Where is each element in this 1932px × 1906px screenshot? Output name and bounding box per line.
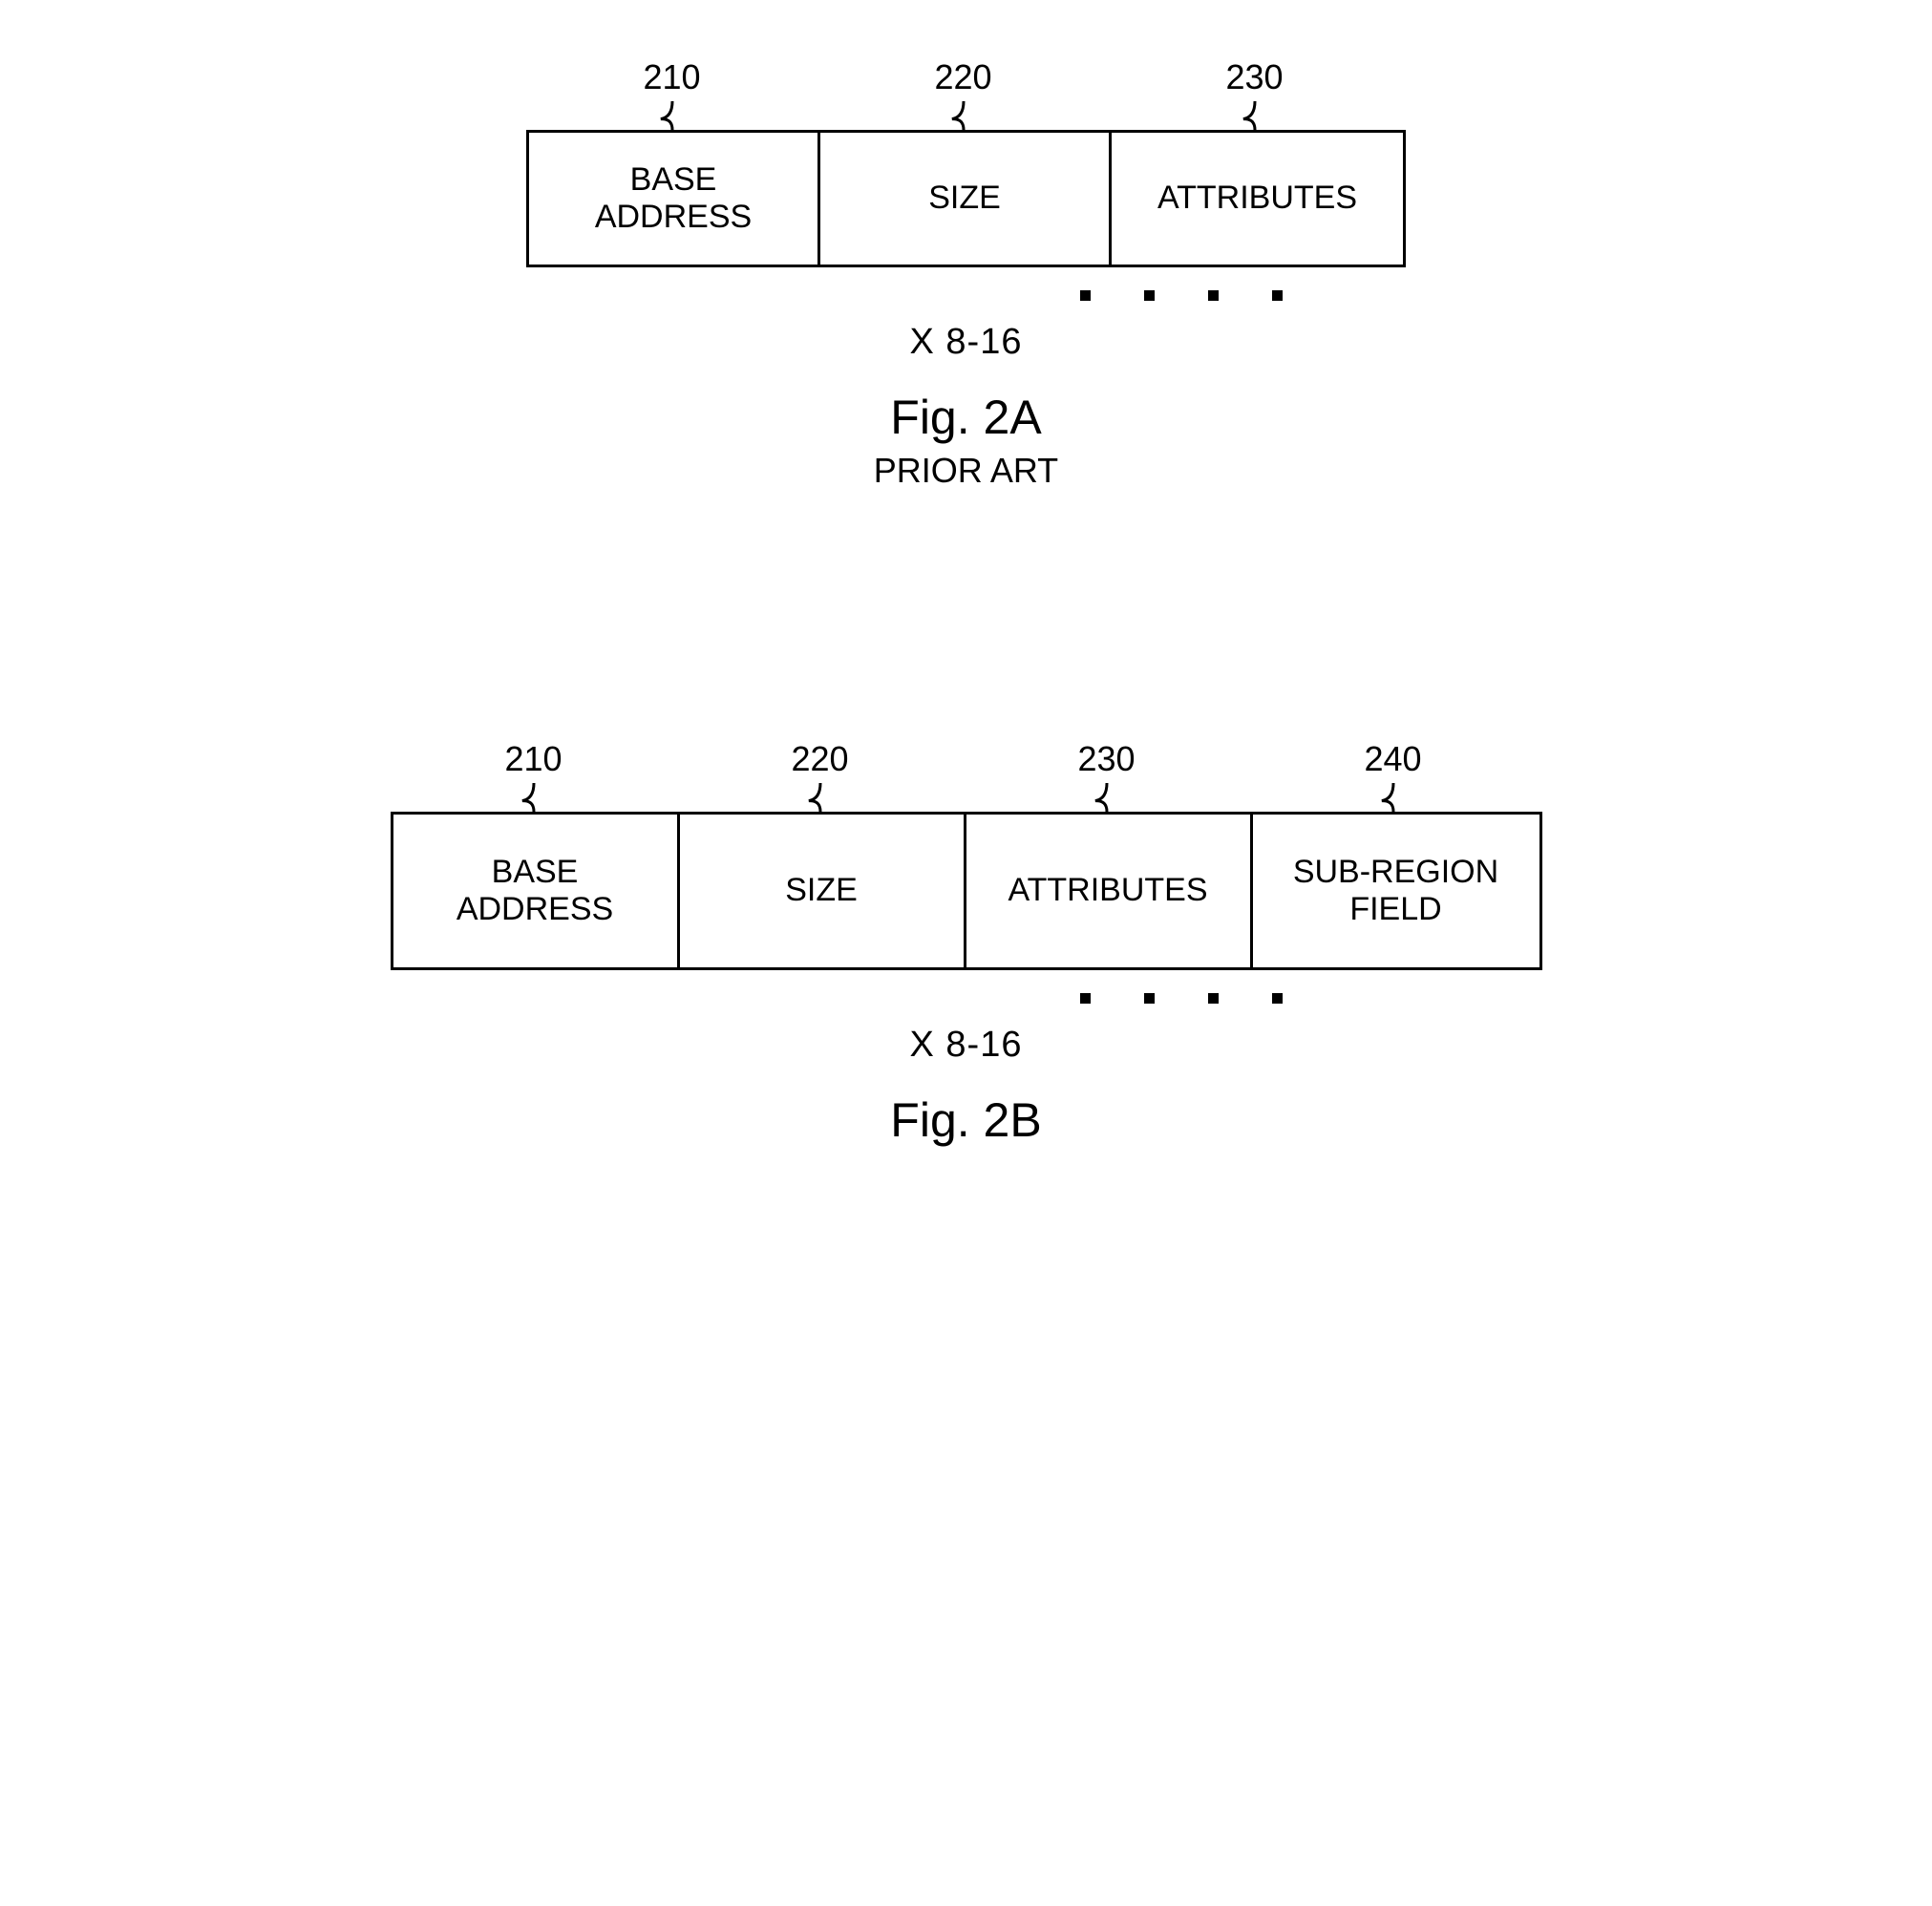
figure-b-refs: 210 220 230 240: [391, 739, 1542, 812]
ref-label: 230: [1109, 57, 1400, 130]
field-cell: SIZE: [820, 133, 1112, 265]
figure-a-subtitle: PRIOR ART: [874, 451, 1058, 491]
ref-number: 230: [1077, 739, 1135, 778]
ellipsis-dot: [1080, 993, 1091, 1004]
ref-label: 230: [964, 739, 1250, 812]
ref-number: 220: [934, 57, 991, 96]
figure-b-fields: BASE ADDRESSSIZEATTRIBUTESSUB-REGION FIE…: [391, 812, 1542, 970]
ellipsis-dot: [1272, 290, 1283, 301]
ellipsis-dot: [1080, 290, 1091, 301]
ref-number: 220: [791, 739, 848, 778]
field-cell: SUB-REGION FIELD: [1253, 815, 1539, 967]
figure-b-row: 210 220 230 240 BASE ADDRESSSIZEATTRIBUT…: [391, 739, 1542, 970]
ref-number: 210: [504, 739, 562, 778]
figure-b: 210 220 230 240 BASE ADDRESSSIZEATTRIBUT…: [391, 739, 1542, 1154]
figure-a-dots: [650, 290, 1283, 301]
figure-a-row: 210 220 230 BASE ADDRESSSIZEATTRIBUTES: [526, 57, 1406, 267]
ellipsis-dot: [1208, 993, 1219, 1004]
ref-number: 230: [1225, 57, 1283, 96]
ellipsis-dot: [1144, 290, 1155, 301]
field-cell: ATTRIBUTES: [1112, 133, 1403, 265]
field-cell: BASE ADDRESS: [393, 815, 680, 967]
field-cell: SIZE: [680, 815, 966, 967]
figure-a-repeat: X 8-16: [910, 322, 1023, 363]
figure-b-title: Fig. 2B: [890, 1092, 1041, 1148]
ref-label: 210: [526, 57, 817, 130]
figure-a-fields: BASE ADDRESSSIZEATTRIBUTES: [526, 130, 1406, 267]
field-cell: BASE ADDRESS: [529, 133, 820, 265]
ref-label: 240: [1250, 739, 1537, 812]
ref-number: 210: [643, 57, 700, 96]
figure-b-repeat: X 8-16: [910, 1025, 1023, 1066]
figure-a-title: Fig. 2A: [874, 390, 1058, 445]
ref-label: 220: [677, 739, 964, 812]
figure-a: 210 220 230 BASE ADDRESSSIZEATTRIBUTES X…: [526, 57, 1406, 491]
ref-label: 220: [817, 57, 1109, 130]
figure-a-caption: Fig. 2A PRIOR ART: [874, 390, 1058, 491]
field-cell: ATTRIBUTES: [966, 815, 1253, 967]
ellipsis-dot: [1144, 993, 1155, 1004]
figure-a-refs: 210 220 230: [526, 57, 1406, 130]
ref-label: 210: [391, 739, 677, 812]
ref-number: 240: [1364, 739, 1421, 778]
figure-b-caption: Fig. 2B: [890, 1092, 1041, 1154]
ellipsis-dot: [1208, 290, 1219, 301]
ellipsis-dot: [1272, 993, 1283, 1004]
figure-b-dots: [650, 993, 1283, 1004]
